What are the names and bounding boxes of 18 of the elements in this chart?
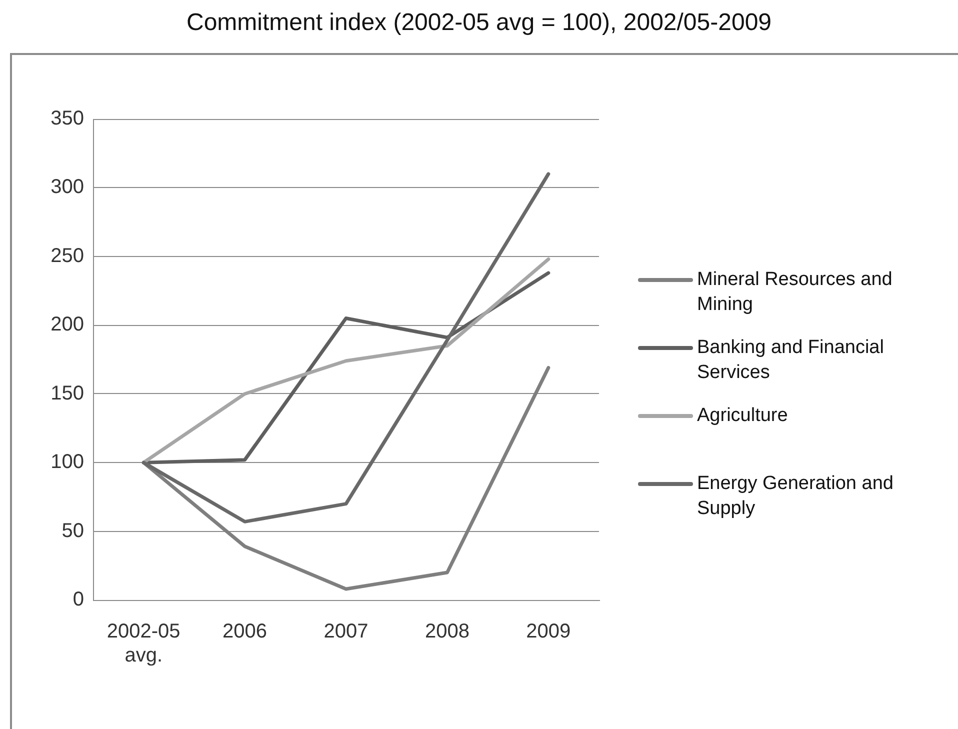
x-tick-label: 2006 — [222, 620, 268, 643]
y-tick-label: 100 — [50, 451, 84, 474]
x-tick-label: 2002-05 avg. — [106, 620, 180, 667]
x-tick-label: 2007 — [324, 620, 368, 643]
x-tick-label: 2008 — [424, 620, 470, 643]
x-tick-label: 2009 — [526, 620, 571, 643]
y-tick-label: 50 — [62, 520, 84, 542]
legend-label: Energy Generation and Supply — [697, 472, 894, 521]
y-tick-label: 250 — [50, 244, 84, 267]
legend-label: Agriculture — [697, 404, 789, 428]
y-tick-label: 200 — [50, 314, 84, 336]
y-tick-label: 150 — [50, 382, 84, 404]
y-tick-label: 300 — [50, 176, 84, 198]
y-tick-label: 350 — [50, 108, 84, 130]
legend-label: Banking and Financial Services — [697, 336, 885, 385]
y-tick-label: 0 — [72, 588, 84, 611]
legend-label: Mineral Resources and Mining — [697, 268, 894, 317]
chart-title: Commitment index (2002-05 avg = 100), 2002/05-2009 — [185, 9, 773, 37]
